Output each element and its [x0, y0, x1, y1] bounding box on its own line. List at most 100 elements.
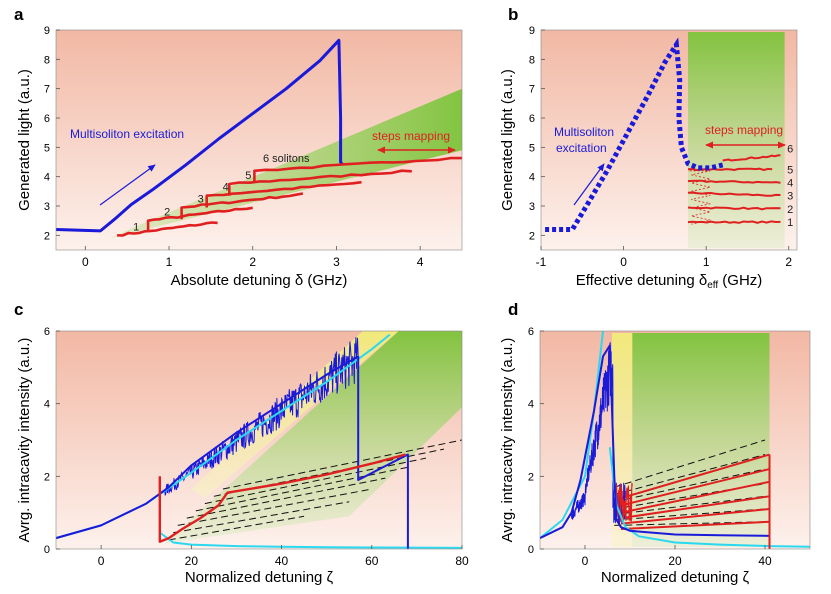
panel-a-step-number: 3: [198, 193, 204, 205]
panel-a-x-tick-label: 0: [82, 255, 89, 269]
panel-c-x-tick-label: 20: [185, 554, 199, 568]
panel-d-level-5: [620, 508, 770, 525]
panel-a-step-number: 2: [164, 207, 170, 219]
panel-a-step-4: [205, 180, 362, 208]
panel-a-y-tick-label: 9: [44, 25, 50, 37]
panel-a-y-tick-label: 3: [44, 201, 50, 213]
panel-c-x-tick-label: 40: [275, 554, 289, 568]
panel-a-y-tick-label: 5: [44, 142, 50, 154]
panel-d-soliton-levels: [620, 453, 770, 531]
panel-b-step-number: 5: [787, 164, 793, 176]
panel-a-step-6: [253, 156, 462, 183]
panel-a-multisoliton-label: Multisoliton excitation: [70, 127, 184, 141]
panel-b-soliton-levels: [687, 154, 781, 224]
panel-d-dashed-level-5: [614, 495, 766, 515]
panel-d-x-axis-label: Normalized detuning ζ: [601, 569, 750, 586]
panel-d-x-tick-label: 40: [758, 554, 772, 568]
panel-b-level-2: [687, 206, 781, 211]
panel-d-y-tick-label: 0: [528, 544, 534, 556]
panel-c-dashed-level-8: [222, 439, 462, 490]
panel-d-level-3: [620, 480, 770, 514]
panel-b-y-ticks: 2 3 4 5 6 7 8 9: [529, 25, 545, 242]
panel-c-y-tick-label: 6: [44, 326, 50, 338]
panel-d-series: [540, 331, 810, 549]
panel-label-d: d: [508, 300, 518, 319]
panel-b-y-tick-label: 7: [529, 84, 535, 96]
panel-c-x-tick-label: 0: [98, 554, 105, 568]
panel-a-y-axis-label: Generated light (a.u.): [16, 69, 33, 211]
panel-b-excitation-arrow: [573, 163, 605, 206]
panel-d-level-6: [620, 520, 770, 531]
panel-d-dashed-level-6: [614, 508, 766, 521]
panel-c-y-tick-label: 4: [44, 399, 50, 411]
panel-a-soliton-steps: [117, 156, 462, 237]
panel-d-level-2: [620, 468, 770, 507]
panel-b-steps-mapping-label: steps mapping: [705, 123, 783, 137]
panel-c-y-axis-label: Avrg. intracavity intensity (a.u.): [16, 338, 33, 543]
panel-d-x-tick-label: 20: [668, 554, 682, 568]
panel-c-series: [56, 333, 462, 549]
panel-c-dashed-level-2: [173, 501, 350, 534]
panel-a-y-tick-label: 7: [44, 84, 50, 96]
panel-a-frame: [55, 29, 463, 251]
panel-d-y-tick-label: 6: [528, 326, 534, 338]
panel-b-y-axis-label: Generated light (a.u.): [499, 69, 516, 211]
panel-d-level-4: [620, 495, 770, 520]
panel-a-soliton-band: [110, 88, 462, 239]
panel-d: d 0 20 40 0 2 4 6 Normalized detuning ζ Avrg.…: [499, 300, 811, 586]
panel-b-step-number: 3: [787, 191, 793, 203]
panel-b-y-tick-label: 5: [529, 142, 535, 154]
panel-b-step-number: 4: [787, 178, 793, 190]
panel-b-level-1: [687, 220, 781, 224]
panel-b-x-axis-label-subscript: eff: [707, 280, 718, 291]
panel-c-dashed-level-6: [204, 457, 427, 505]
panel-d-dashed-level-3: [614, 468, 766, 503]
panel-a-step-5: [228, 169, 412, 196]
panel-a-step-number: 4: [223, 182, 229, 194]
panel-a-x-tick-label: 4: [417, 255, 424, 269]
panel-b-y-tick-label: 4: [529, 172, 535, 184]
panel-b-x-ticks: -1 0 1 2: [536, 246, 792, 269]
panel-a-y-tick-label: 2: [44, 230, 50, 242]
panel-a: a Multisoliton excitation steps mapping …: [14, 5, 463, 289]
panel-b-y-tick-label: 2: [529, 230, 535, 242]
panel-b-x-tick-label: 2: [785, 255, 792, 269]
panel-a-x-tick-label: 1: [166, 255, 173, 269]
panel-a-x-ticks: 0 1 2 3 4: [82, 246, 424, 269]
panel-d-series-2: [608, 447, 810, 548]
panel-b-frame: [540, 29, 798, 251]
panel-c-y-ticks: 0 2 4 6: [44, 326, 60, 556]
panel-label-b: b: [508, 5, 518, 24]
panel-d-y-tick-label: 2: [528, 471, 534, 483]
panel-b-level-6: [722, 154, 781, 162]
panel-b-y-tick-label: 8: [529, 54, 535, 66]
panel-a-excitation-arrow: [99, 164, 156, 206]
panel-b-x-tick-label: 1: [703, 255, 710, 269]
panel-b-multisoliton-label-line1: Multisoliton: [554, 125, 614, 139]
panel-a-solitons-label: 6 solitons: [263, 153, 310, 165]
panel-b-transition-trace: [689, 170, 711, 225]
panel-b-level-4: [687, 179, 781, 184]
panel-label-a: a: [14, 5, 24, 24]
panel-b-x-tick-label: 0: [620, 255, 627, 269]
panel-b-y-tick-label: 3: [529, 201, 535, 213]
panel-c-chaotic-noise: [163, 337, 359, 496]
panel-c-series-4: [158, 453, 406, 543]
panel-c-dashed-level-1: [168, 515, 305, 541]
panel-a-step-3: [180, 192, 304, 220]
panel-b-step-number: 1: [787, 217, 793, 229]
panel-c-y-tick-label: 2: [44, 471, 50, 483]
panel-c-x-ticks: 0 20 40 60 80: [98, 545, 469, 568]
panel-c-dashed-level-5: [195, 466, 408, 512]
panel-d-transition-noise: [615, 483, 633, 522]
panel-b-x-axis-label-unit: (GHz): [718, 272, 762, 289]
panel-b-level-3: [687, 191, 781, 197]
panel-c-breather-band: [191, 331, 399, 499]
panel-a-y-tick-label: 6: [44, 113, 50, 125]
panel-a-step-number: 1: [133, 221, 139, 233]
panel-b-step-number: 6: [787, 144, 793, 156]
panel-b-multisoliton-label-line2: excitation: [556, 141, 607, 155]
panel-a-y-tick-label: 8: [44, 54, 50, 66]
panel-d-dashed-level-2: [614, 454, 766, 495]
